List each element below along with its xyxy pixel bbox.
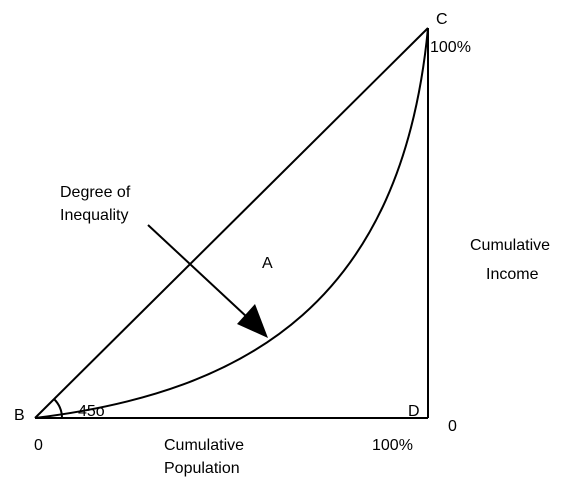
annotation: Inequality bbox=[60, 207, 129, 224]
point-label: C bbox=[436, 11, 448, 28]
arrow-head bbox=[237, 304, 268, 338]
x-right-label: 100% bbox=[372, 437, 413, 454]
y-bottom-label: 0 bbox=[448, 418, 457, 435]
x-axis-label: Cumulative bbox=[164, 437, 244, 454]
point-label: B bbox=[14, 407, 25, 424]
y-top-label: 100% bbox=[430, 39, 471, 56]
x-axis-label: Population bbox=[164, 460, 240, 477]
angle-label: 45o bbox=[78, 403, 105, 420]
lorenz-curve bbox=[34, 27, 429, 419]
y-axis-label: Cumulative bbox=[470, 237, 550, 254]
equality-line bbox=[34, 27, 429, 419]
region-label: A bbox=[262, 255, 273, 272]
point-label: D bbox=[408, 403, 420, 420]
y-axis-label: Income bbox=[486, 266, 539, 283]
x-left-label: 0 bbox=[34, 437, 43, 454]
angle-arc bbox=[53, 398, 63, 419]
arrow-shaft bbox=[147, 224, 249, 319]
annotation: Degree of bbox=[60, 184, 131, 201]
